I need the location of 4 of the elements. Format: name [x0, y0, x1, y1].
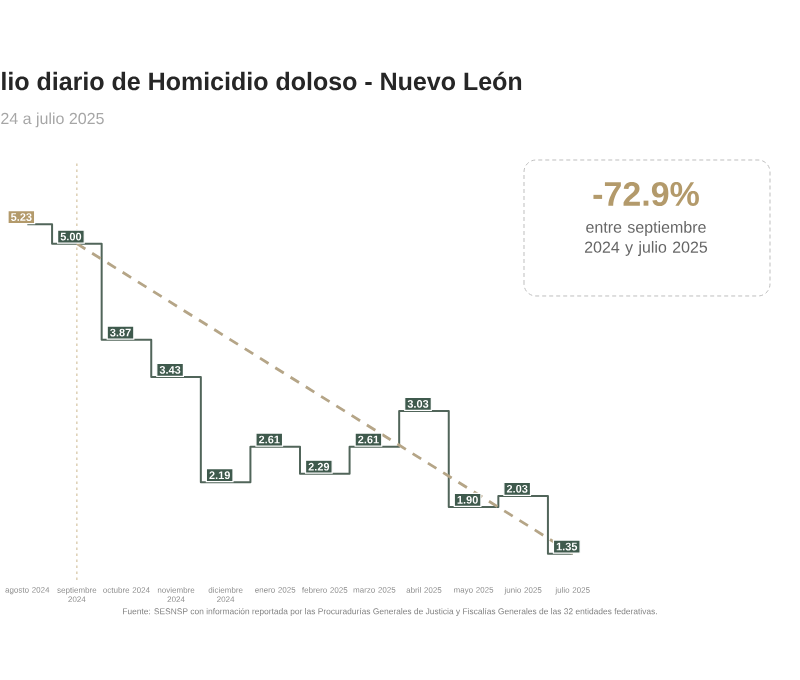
annotation: entre septiembre 2024 y julio 2025: [584, 221, 708, 256]
text: -72.9%: [593, 181, 699, 207]
chart-title: lio diario de Homicidio doloso - Nuevo León: [2, 71, 522, 91]
chart-subtitle: 24 a julio 2025: [1, 112, 104, 128]
